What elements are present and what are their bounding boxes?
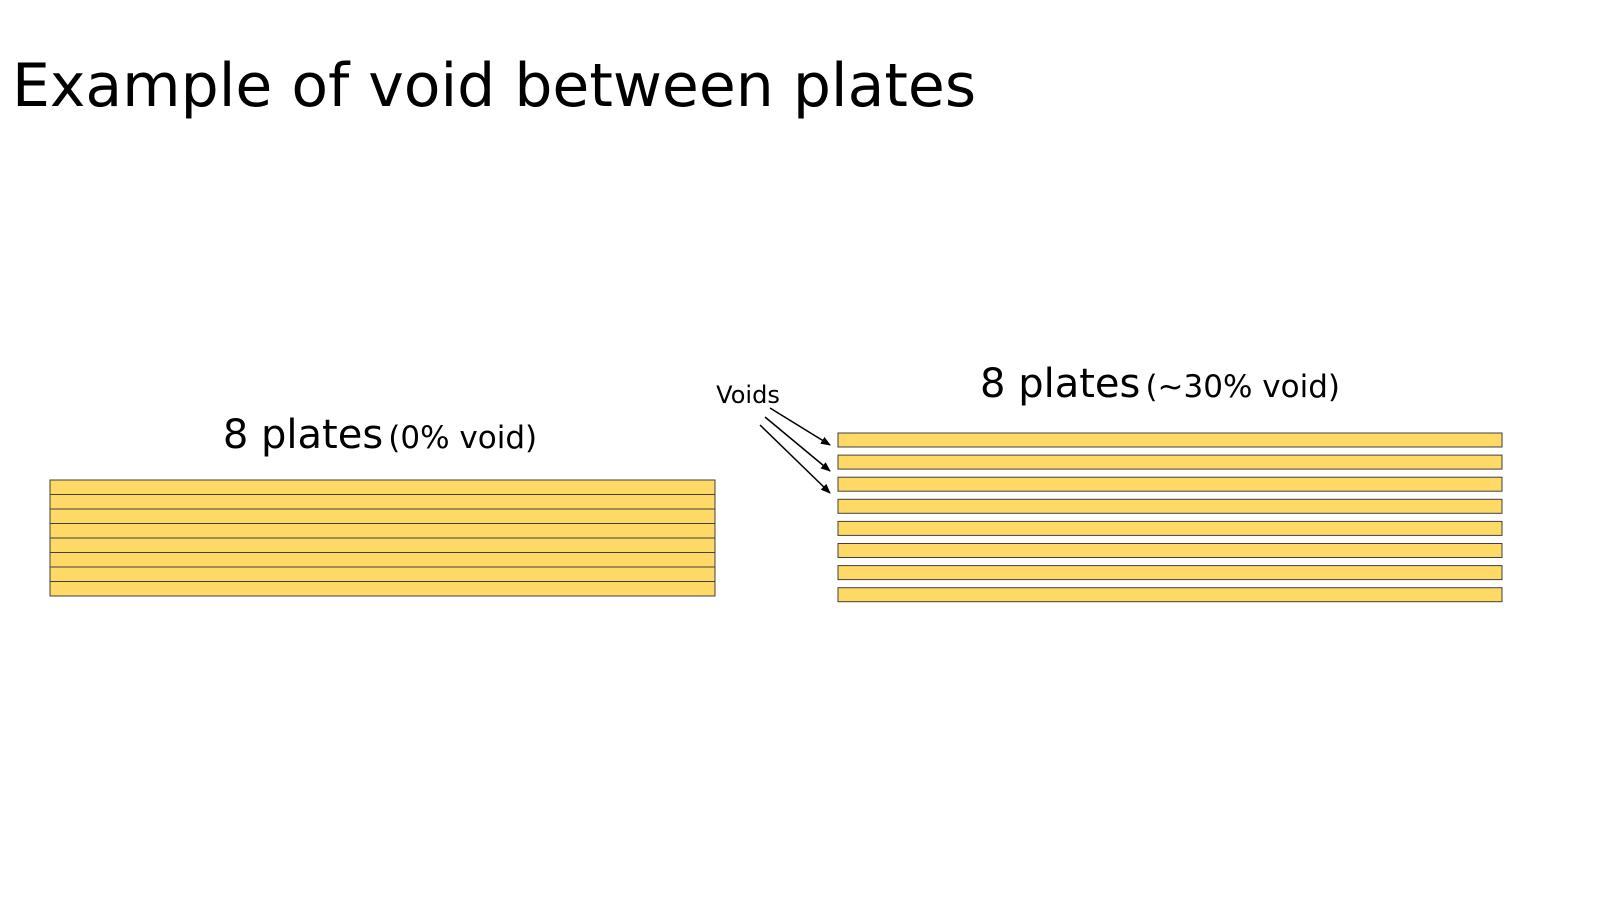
plate — [49, 494, 716, 510]
plate — [49, 552, 716, 568]
arrow — [769, 407, 831, 446]
plate — [837, 498, 1503, 514]
plate — [837, 476, 1503, 492]
plate — [837, 520, 1503, 536]
plate-stack — [49, 479, 716, 597]
stack-caption: 8 plates (0% void) — [223, 412, 537, 458]
stack-note: (0% void) — [388, 420, 537, 456]
stack-label: 8 plates — [980, 361, 1140, 407]
plate — [49, 479, 716, 495]
plate — [837, 454, 1503, 470]
slide-title: Example of void between plates — [12, 51, 976, 121]
stack-caption: 8 plates (~30% void) — [980, 361, 1340, 407]
plate — [837, 432, 1503, 448]
arrow — [764, 416, 831, 472]
annotation: Voids — [716, 381, 780, 409]
plate — [49, 537, 716, 553]
arrow — [759, 424, 831, 494]
plate — [837, 587, 1503, 603]
stack-note: (~30% void) — [1145, 369, 1340, 405]
plate — [49, 581, 716, 597]
plate — [837, 543, 1503, 558]
plate — [49, 566, 716, 582]
plate — [837, 565, 1503, 581]
plate-stack — [837, 432, 1503, 603]
stack-label: 8 plates — [223, 412, 383, 458]
plate — [49, 508, 716, 524]
plate — [49, 523, 716, 539]
